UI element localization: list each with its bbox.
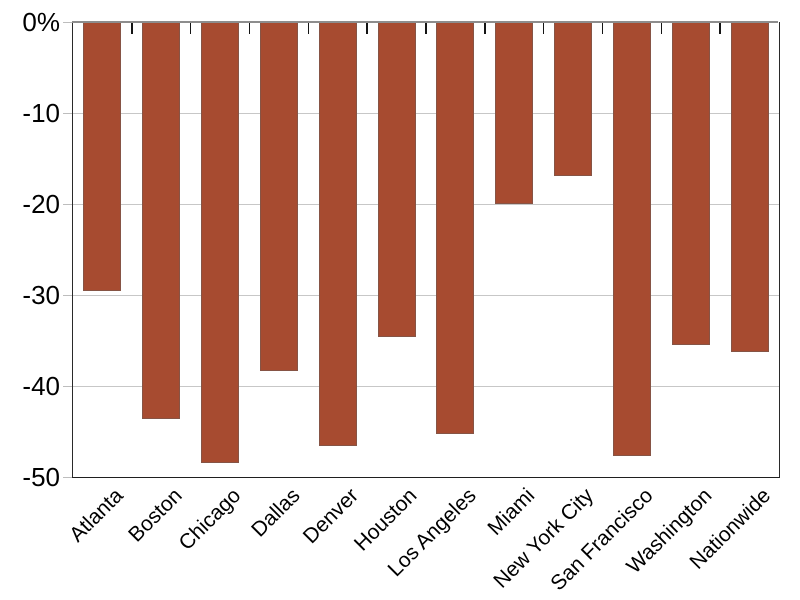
top-axis-tick [484, 21, 486, 34]
y-tick-label--10: -10 [22, 97, 60, 128]
x-tick-label-san-francisco: San Francisco [546, 484, 658, 596]
top-axis-tick [131, 21, 133, 34]
gridline-y-40 [73, 385, 779, 388]
top-axis-tick [366, 21, 368, 34]
zero-baseline [72, 20, 778, 23]
plot-area [72, 21, 780, 478]
bar-denver [318, 21, 357, 447]
top-axis-tick [601, 21, 604, 34]
gridline-y-20 [73, 203, 779, 205]
y-axis-tick [63, 294, 72, 297]
bar-chicago [201, 21, 240, 464]
y-tick-label-0: 0% [22, 6, 60, 37]
y-tick-label--50: -50 [22, 462, 60, 492]
y-tick-label--20: -20 [22, 188, 60, 219]
y-axis-tick [63, 112, 72, 114]
y-axis-tick [63, 203, 72, 205]
y-axis-tick [63, 385, 72, 388]
bar-houston [377, 21, 416, 337]
bar-nationwide [730, 21, 769, 353]
top-axis-tick [189, 21, 192, 34]
top-axis-tick [719, 21, 721, 34]
y-tick-label--40: -40 [22, 370, 60, 401]
top-axis-tick [660, 21, 663, 34]
x-tick-label-chicago: Chicago [174, 484, 246, 555]
top-axis-tick [307, 21, 310, 34]
top-axis-tick [425, 21, 427, 34]
top-axis-tick [542, 21, 545, 34]
gridline-y-10 [73, 112, 779, 114]
bar-dallas [259, 21, 298, 372]
bar-atlanta [83, 21, 122, 292]
bar-boston [142, 21, 181, 419]
bar-miami [495, 21, 534, 204]
y-tick-label--30: -30 [22, 279, 60, 310]
gridline-y-30 [73, 294, 779, 297]
bar-new-york-city [554, 21, 593, 177]
top-axis-tick [248, 21, 251, 34]
y-axis-tick [63, 21, 72, 23]
bar-san-francisco [612, 21, 651, 457]
x-tick-label-atlanta: Atlanta [65, 484, 128, 547]
x-tick-label-dallas: Dallas [246, 484, 305, 542]
y-axis-tick [63, 477, 72, 479]
bar-los-angeles [436, 21, 475, 435]
bar-washington [671, 21, 710, 345]
